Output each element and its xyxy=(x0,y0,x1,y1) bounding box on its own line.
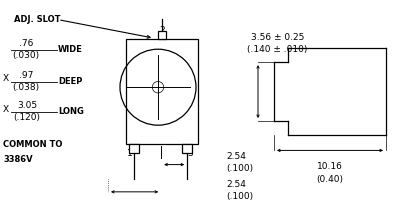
Text: (.140 ± .010): (.140 ± .010) xyxy=(247,44,307,54)
Text: (.120): (.120) xyxy=(14,113,41,122)
Text: 2: 2 xyxy=(159,26,165,35)
Text: .76: .76 xyxy=(19,39,33,48)
Bar xyxy=(129,144,139,153)
Text: (.100): (.100) xyxy=(226,164,253,174)
Text: LONG: LONG xyxy=(58,107,84,116)
Text: 2.54: 2.54 xyxy=(226,180,246,189)
Text: ADJ. SLOT: ADJ. SLOT xyxy=(14,15,60,24)
Text: X: X xyxy=(3,104,9,114)
Text: 3386V: 3386V xyxy=(3,155,33,164)
Text: 3.56 ± 0.25: 3.56 ± 0.25 xyxy=(250,32,304,42)
Text: 3.05: 3.05 xyxy=(17,101,37,110)
Text: .97: .97 xyxy=(19,71,33,80)
Text: X: X xyxy=(3,74,9,83)
Bar xyxy=(158,31,166,39)
Bar xyxy=(126,39,198,144)
Text: (.030): (.030) xyxy=(12,51,40,60)
Text: 10.16: 10.16 xyxy=(317,162,343,171)
Text: 3: 3 xyxy=(187,149,193,158)
Text: (.038): (.038) xyxy=(12,83,40,92)
Text: (.100): (.100) xyxy=(226,192,253,201)
Text: (0.40): (0.40) xyxy=(316,175,344,184)
Text: 2.54: 2.54 xyxy=(226,152,246,162)
Text: COMMON TO: COMMON TO xyxy=(3,140,62,150)
Bar xyxy=(182,144,192,153)
Text: WIDE: WIDE xyxy=(58,45,83,54)
Text: 1: 1 xyxy=(127,149,133,158)
Text: DEEP: DEEP xyxy=(58,77,82,86)
